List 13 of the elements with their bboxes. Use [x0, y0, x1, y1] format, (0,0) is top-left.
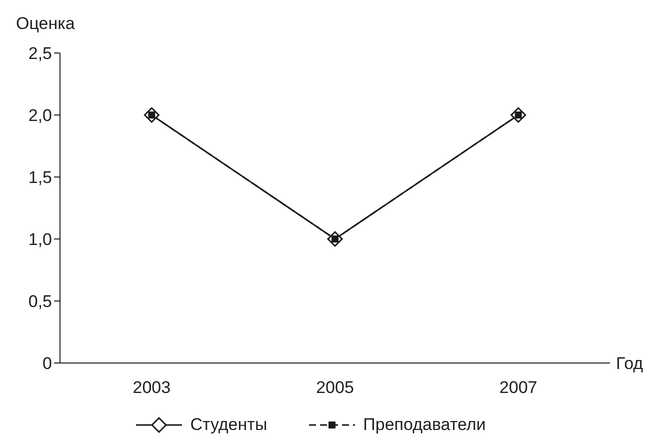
- x-tick-label: 2005: [316, 378, 354, 398]
- legend-label: Преподаватели: [362, 415, 486, 435]
- y-axis-title: Оценка: [16, 14, 76, 33]
- x-axis-title: Год: [616, 354, 644, 373]
- y-tick-label: 0,5: [28, 292, 52, 312]
- x-tick-label: 2003: [132, 378, 171, 398]
- x-tick-label: 2007: [499, 378, 538, 398]
- y-tick-label: 2,0: [28, 106, 52, 126]
- y-tick-label: 1,0: [28, 230, 52, 250]
- y-tick-label: 2,5: [28, 44, 52, 64]
- legend-label: Студенты: [189, 415, 268, 435]
- y-tick-label: 0: [42, 354, 52, 374]
- y-tick-label: 1,5: [28, 168, 52, 188]
